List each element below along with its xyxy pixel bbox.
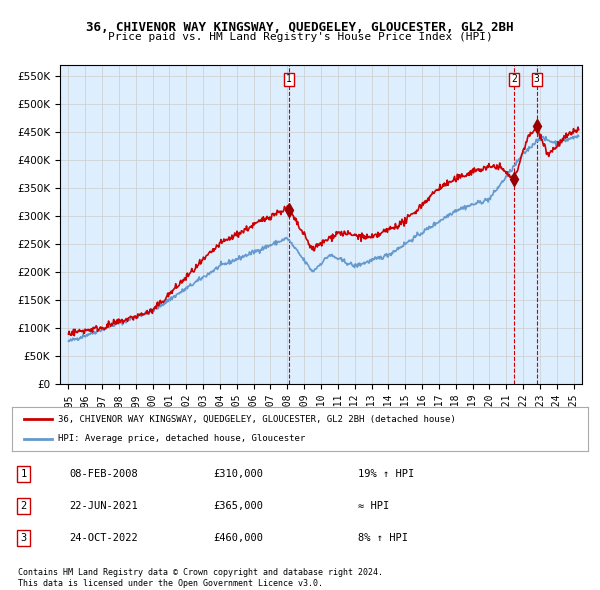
Text: 2: 2 [511,74,517,84]
Text: £310,000: £310,000 [214,469,263,479]
Text: £460,000: £460,000 [214,533,263,543]
Text: 8% ↑ HPI: 8% ↑ HPI [358,533,407,543]
Text: ≈ HPI: ≈ HPI [358,501,389,511]
Text: 2: 2 [20,501,26,511]
Text: 36, CHIVENOR WAY KINGSWAY, QUEDGELEY, GLOUCESTER, GL2 2BH: 36, CHIVENOR WAY KINGSWAY, QUEDGELEY, GL… [86,21,514,34]
Text: 19% ↑ HPI: 19% ↑ HPI [358,469,414,479]
Text: 36, CHIVENOR WAY KINGSWAY, QUEDGELEY, GLOUCESTER, GL2 2BH (detached house): 36, CHIVENOR WAY KINGSWAY, QUEDGELEY, GL… [58,415,456,424]
Text: HPI: Average price, detached house, Gloucester: HPI: Average price, detached house, Glou… [58,434,305,444]
Text: 24-OCT-2022: 24-OCT-2022 [70,533,139,543]
Text: This data is licensed under the Open Government Licence v3.0.: This data is licensed under the Open Gov… [18,579,323,588]
Text: 1: 1 [286,74,292,84]
Text: 22-JUN-2021: 22-JUN-2021 [70,501,139,511]
Text: Contains HM Land Registry data © Crown copyright and database right 2024.: Contains HM Land Registry data © Crown c… [18,568,383,576]
Text: £365,000: £365,000 [214,501,263,511]
Text: 3: 3 [534,74,539,84]
Text: 3: 3 [20,533,26,543]
Text: 1: 1 [20,469,26,479]
Text: Price paid vs. HM Land Registry's House Price Index (HPI): Price paid vs. HM Land Registry's House … [107,32,493,42]
Text: 08-FEB-2008: 08-FEB-2008 [70,469,139,479]
